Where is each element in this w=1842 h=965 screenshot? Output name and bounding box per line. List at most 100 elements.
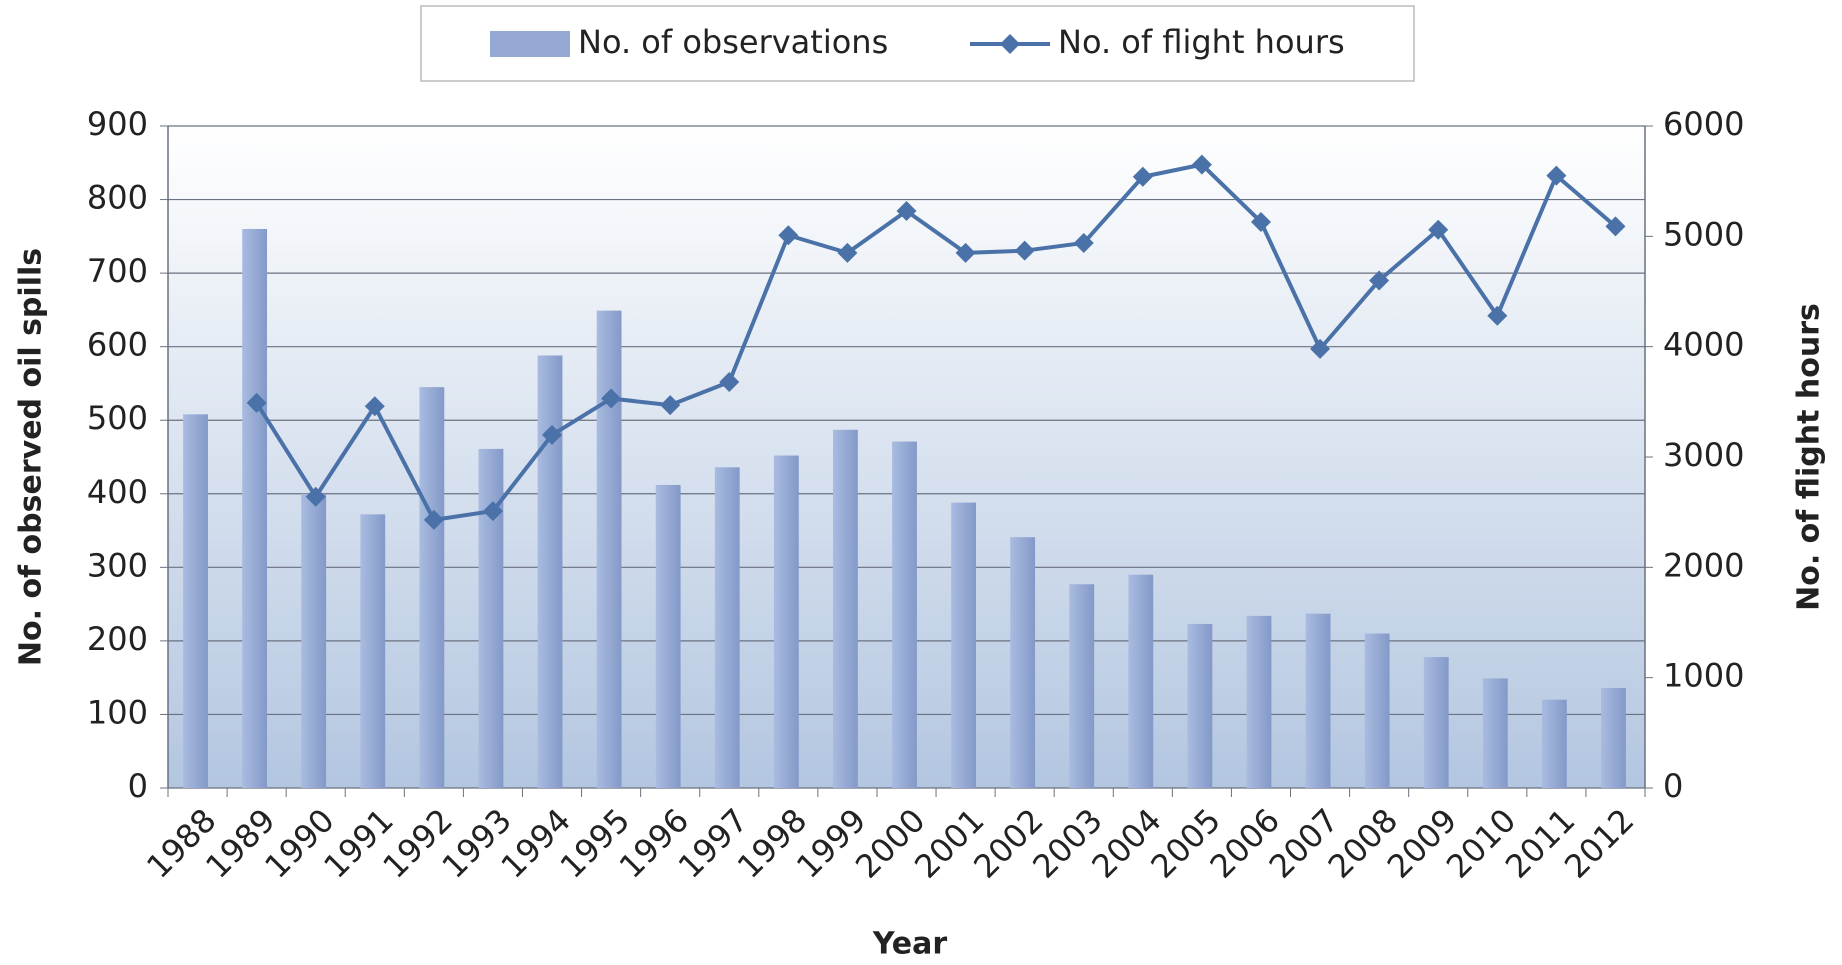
x-tick-label: 2001 <box>907 801 991 885</box>
bar <box>773 455 799 788</box>
line-marker <box>364 396 385 417</box>
x-tick-label: 1991 <box>316 801 400 885</box>
bar <box>833 429 858 788</box>
x-tick-label: 2000 <box>848 801 932 885</box>
x-tick-label: 2004 <box>1084 801 1168 885</box>
x-tick-label: 2012 <box>1557 801 1641 885</box>
y-tick-label: 700 <box>87 252 148 290</box>
x-tick-label: 1998 <box>730 801 814 885</box>
line-marker <box>1073 232 1094 253</box>
bar <box>1423 657 1449 788</box>
y2-tick-label: 6000 <box>1663 105 1744 143</box>
legend-swatch-marker <box>1000 34 1020 54</box>
y2-tick-label: 5000 <box>1663 215 1744 253</box>
line-marker <box>1191 154 1212 175</box>
legend <box>420 5 1415 82</box>
y-tick-label: 200 <box>87 620 148 658</box>
y2-tick-label: 0 <box>1663 767 1683 805</box>
bar <box>1128 574 1154 788</box>
y2-tick-label: 2000 <box>1663 546 1744 584</box>
line-marker <box>660 395 681 416</box>
bar <box>1187 623 1213 788</box>
x-tick-label: 2008 <box>1321 801 1405 885</box>
x-tick-label: 1992 <box>375 801 459 885</box>
bar <box>1541 699 1567 788</box>
x-tick-label: 2009 <box>1380 801 1464 885</box>
x-tick-label: 2007 <box>1262 801 1346 885</box>
bar <box>419 387 445 788</box>
x-tick-label: 1999 <box>789 801 873 885</box>
bar <box>655 484 681 788</box>
y-axis-label: No. of observed oil spills <box>14 248 49 666</box>
bar <box>892 441 917 788</box>
line-marker <box>423 509 444 530</box>
x-axis-label: Year <box>872 927 948 962</box>
bar <box>1069 584 1095 788</box>
line-marker <box>1369 270 1390 291</box>
bar <box>1305 613 1331 788</box>
line-marker <box>542 424 563 445</box>
y2-tick-label: 3000 <box>1663 436 1744 474</box>
line-marker <box>601 388 622 409</box>
bar <box>537 355 563 788</box>
x-tick-label: 1996 <box>612 801 696 885</box>
legend-label: No. of observations <box>578 23 888 61</box>
x-tick-label: 2006 <box>1203 801 1287 885</box>
line-marker <box>305 486 326 507</box>
line-marker <box>1014 240 1035 261</box>
x-tick-label: 1994 <box>494 801 578 885</box>
x-tick-label: 1995 <box>553 801 637 885</box>
bar <box>714 467 740 788</box>
bar <box>1364 633 1390 788</box>
line <box>254 162 1617 522</box>
line-marker <box>1250 211 1271 232</box>
line-marker <box>1546 165 1567 186</box>
line-marker <box>719 371 740 392</box>
y2-tick-label: 1000 <box>1663 657 1744 695</box>
x-tick-label: 2010 <box>1439 801 1523 885</box>
line-marker <box>1428 219 1449 240</box>
bar <box>1482 678 1508 788</box>
y-tick-label: 0 <box>128 767 148 805</box>
x-tick-label: 2011 <box>1498 801 1582 885</box>
bar <box>301 493 327 788</box>
bar <box>951 502 976 788</box>
bar <box>1601 687 1626 788</box>
line-marker <box>1310 338 1331 359</box>
x-tick-label: 2002 <box>966 801 1050 885</box>
line-marker <box>1132 166 1153 187</box>
legend-swatch <box>490 31 570 57</box>
bar <box>183 414 208 788</box>
y-tick-label: 300 <box>87 546 148 584</box>
x-tick-label: 1989 <box>198 801 282 885</box>
bar <box>596 310 622 788</box>
bar <box>1246 615 1272 788</box>
y-tick-label: 100 <box>87 693 148 731</box>
line-marker <box>778 225 799 246</box>
x-tick-label: 1988 <box>139 801 223 885</box>
x-tick-label: 2003 <box>1025 801 1109 885</box>
legend-label: No. of flight hours <box>1058 23 1345 61</box>
y-tick-label: 500 <box>87 399 148 437</box>
y-tick-label: 600 <box>87 326 148 364</box>
y-tick-label: 400 <box>87 473 148 511</box>
bar <box>1010 537 1036 788</box>
bar <box>242 228 268 788</box>
y-tick-label: 900 <box>87 105 148 143</box>
line-marker <box>837 242 858 263</box>
line-marker <box>955 242 976 263</box>
line-marker <box>1605 216 1626 237</box>
line-marker <box>482 501 503 522</box>
y-tick-label: 800 <box>87 179 148 217</box>
x-tick-label: 1990 <box>257 801 341 885</box>
y2-axis-label: No. of flight hours <box>1792 303 1827 611</box>
y2-tick-label: 4000 <box>1663 326 1744 364</box>
line-marker <box>896 200 917 221</box>
x-tick-label: 1993 <box>435 801 519 885</box>
line-marker <box>246 392 267 413</box>
x-tick-label: 1997 <box>671 801 755 885</box>
line-marker <box>1487 305 1508 326</box>
bar <box>360 514 386 788</box>
